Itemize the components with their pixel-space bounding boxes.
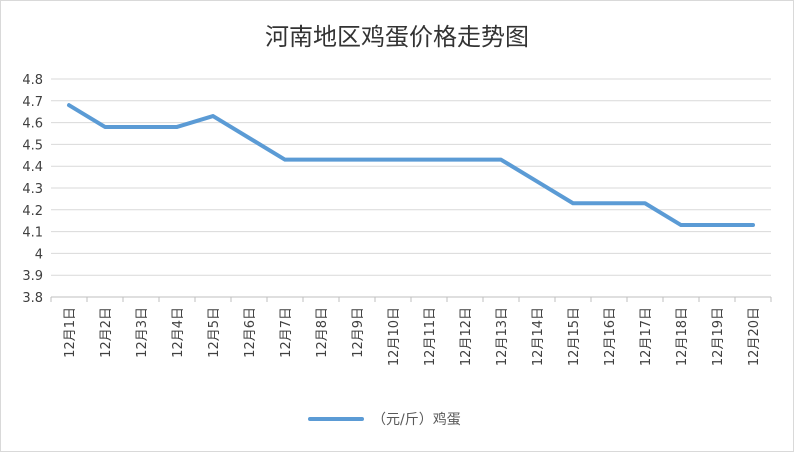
- x-tick-label: 12月15日: [567, 307, 582, 366]
- x-tick-label: 12月3日: [135, 307, 150, 358]
- y-tick-label: 4.4: [22, 160, 43, 175]
- series-line: [67, 103, 755, 228]
- series-layer: [67, 103, 755, 228]
- y-tick-label: 4.8: [22, 73, 43, 88]
- x-tick-label: 12月12日: [459, 307, 474, 366]
- x-tick-label: 12月13日: [495, 307, 510, 366]
- y-tick-label: 4: [35, 247, 43, 262]
- grid-lines: [51, 78, 771, 298]
- legend-label: （元/斤）鸡蛋: [372, 411, 461, 428]
- x-tick-label: 12月19日: [711, 307, 726, 366]
- x-tick-label: 12月8日: [315, 307, 330, 358]
- y-tick-label: 4.3: [22, 182, 43, 197]
- x-axis: [50, 296, 772, 302]
- x-tick-label: 12月7日: [279, 307, 294, 358]
- x-tick-label: 12月20日: [747, 307, 762, 366]
- y-tick-label: 3.9: [22, 269, 43, 284]
- x-tick-label: 12月10日: [387, 307, 402, 366]
- x-tick-label: 12月14日: [531, 307, 546, 366]
- x-tick-label: 12月16日: [603, 307, 618, 366]
- x-tick-label: 12月17日: [639, 307, 654, 366]
- y-tick-label: 4.2: [22, 204, 43, 219]
- x-tick-label: 12月4日: [171, 307, 186, 358]
- x-tick-label: 12月2日: [99, 307, 114, 358]
- y-tick-label: 4.6: [22, 117, 43, 132]
- legend: （元/斤）鸡蛋: [308, 411, 461, 428]
- y-tick-label: 4.1: [22, 226, 43, 241]
- y-tick-label: 4.7: [22, 95, 43, 110]
- chart-title: 河南地区鸡蛋价格走势图: [265, 23, 529, 51]
- x-tick-label: 12月11日: [423, 307, 438, 366]
- x-tick-label: 12月1日: [63, 307, 78, 358]
- x-tick-label: 12月9日: [351, 307, 366, 358]
- y-tick-label: 4.5: [22, 138, 43, 153]
- y-axis-ticks: 3.8 3.9 4 4.1 4.2 4.3 4.4 4.5 4.6 4.7 4.8: [22, 73, 43, 306]
- x-tick-label: 12月5日: [207, 307, 222, 358]
- y-tick-label: 3.8: [22, 291, 43, 306]
- x-axis-ticks: 12月1日 12月2日 12月3日 12月4日 12月5日 12月6日 12月7日 12月8日…: [63, 307, 762, 366]
- x-tick-label: 12月6日: [243, 307, 258, 358]
- x-tick-label: 12月18日: [675, 307, 690, 366]
